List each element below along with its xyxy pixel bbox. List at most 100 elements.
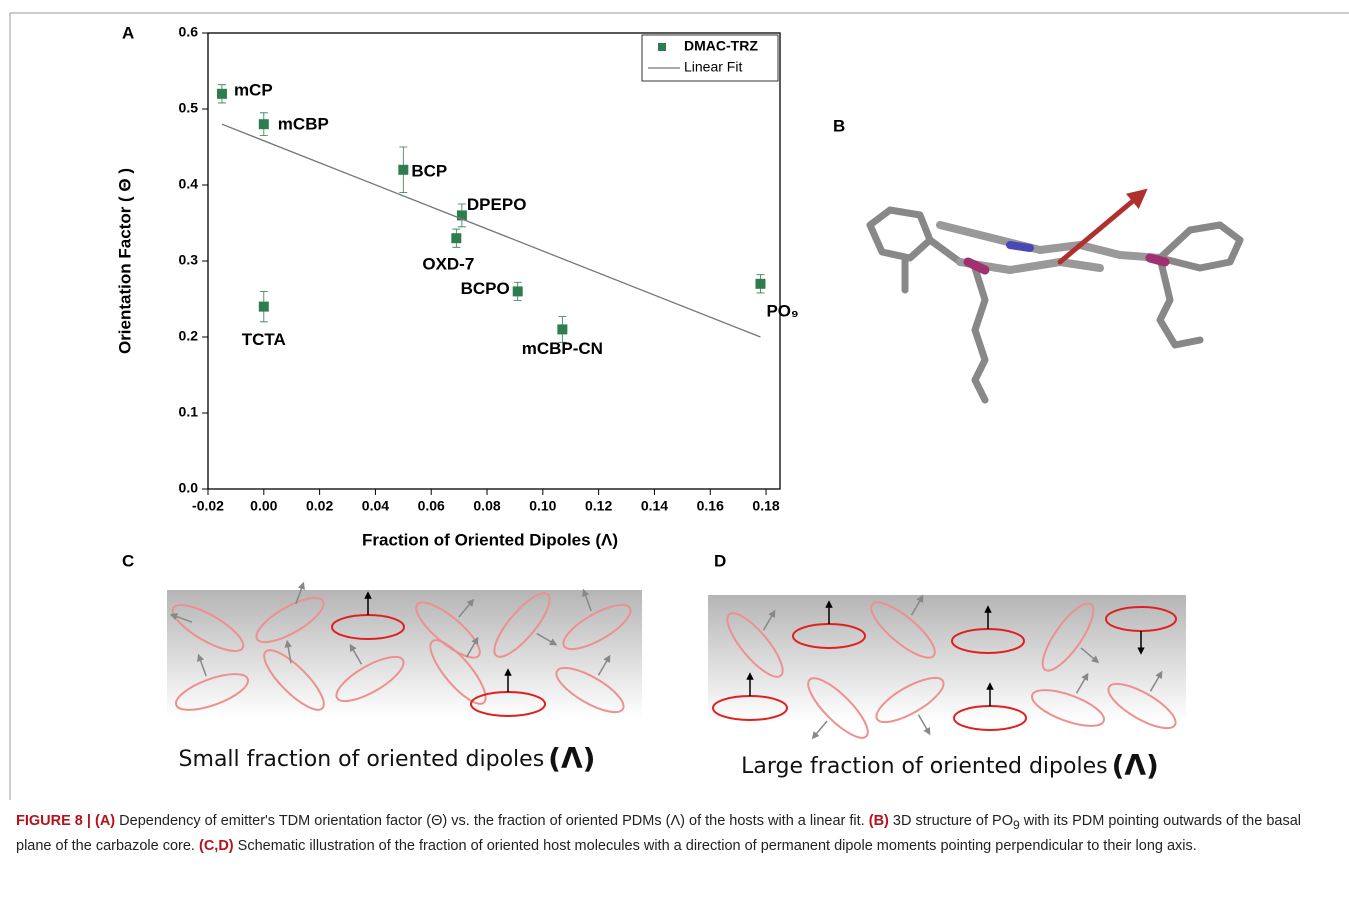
molecule-ellipse (263, 649, 325, 711)
caption: FIGURE 8 | (A) Dependency of emitter's T… (16, 811, 1336, 857)
molecule-ellipse (1041, 602, 1095, 672)
point-label: mCBP-CN (522, 339, 603, 358)
point-label: TCTA (242, 330, 286, 349)
molecule-ellipse (171, 604, 245, 652)
legend-label: Linear Fit (684, 59, 742, 75)
symbol: (Λ) (548, 742, 595, 775)
x-tick-label: 0.16 (697, 498, 724, 514)
point (557, 324, 568, 335)
dipole-arrow (349, 643, 363, 665)
x-tick-label: 0.04 (362, 498, 389, 514)
x-tick-label: 0.12 (585, 498, 612, 514)
point-label: DPEPO (467, 195, 527, 214)
legend (641, 34, 779, 82)
dipole-arrow (811, 720, 828, 740)
x-tick-label: 0.02 (306, 498, 333, 514)
dipole-arrow (465, 636, 479, 658)
point-label: PO₉ (766, 301, 798, 320)
plot-frame (207, 32, 781, 490)
caption-label: FIGURE 8 | (A) (16, 813, 116, 829)
molecule-ellipse (255, 596, 325, 644)
molecule-ellipse (726, 612, 784, 678)
caption-label: (B) (868, 813, 889, 829)
panel-label: D (714, 551, 726, 570)
legend-marker (658, 43, 666, 51)
point-label: mCP (234, 80, 273, 99)
molecule-ellipse (493, 592, 551, 658)
panel-label: C (122, 551, 134, 570)
point (258, 301, 269, 312)
dipole-arrow (169, 613, 193, 623)
x-axis-title: Fraction of Oriented Dipoles (Λ) (362, 530, 618, 549)
dipole-arrow (1080, 647, 1100, 664)
molecule-ellipse (555, 666, 625, 714)
molecule-ellipse (1031, 689, 1105, 727)
point (512, 286, 523, 297)
x-tick-label: 0.14 (641, 498, 668, 514)
dipole-arrow (1149, 670, 1163, 692)
caption-label: (C,D) (198, 837, 234, 854)
point (755, 278, 766, 289)
y-tick-label: 0.3 (179, 252, 199, 268)
dipole-arrow (458, 598, 475, 618)
point (216, 88, 227, 99)
dipole-arrow (597, 654, 611, 676)
caption-text: Schematic illustration of the fraction o… (233, 837, 1197, 854)
panel-label: B (833, 116, 845, 135)
y-tick-label: 0.5 (179, 100, 199, 116)
point-label: BCPO (461, 279, 510, 298)
point-label: mCBP (278, 115, 329, 134)
molecule-ellipse (807, 677, 869, 739)
molecule-ellipse (875, 676, 945, 724)
caption-text: Dependency of emitter's TDM orientation … (115, 813, 869, 829)
y-tick-label: 0.6 (179, 24, 199, 40)
schematic-text: Small fraction of oriented dipoles (Λ) (179, 742, 596, 775)
schematic-text: Large fraction of oriented dipoles (Λ) (741, 749, 1159, 782)
y-tick-label: 0.0 (179, 480, 199, 496)
schematic-molecules (169, 581, 1177, 740)
x-tick-label: 0.00 (250, 498, 277, 514)
x-tick-label: -0.02 (192, 498, 224, 514)
schematic-text: Large fraction of oriented dipoles (741, 754, 1107, 779)
dipole-arrow (910, 594, 924, 616)
dipole-arrow (917, 714, 931, 736)
dipole-arrow (197, 653, 207, 677)
dipole-arrow (295, 581, 305, 605)
molecule-ellipse (1107, 682, 1177, 730)
caption-text: with its PDM pointing outwards of the ba… (16, 813, 1301, 854)
molecule-ellipse (429, 639, 487, 705)
panel-label: A (122, 23, 134, 42)
molecule-ellipse (870, 601, 936, 659)
schematic-text: Small fraction of oriented dipoles (179, 747, 545, 772)
symbol: (Λ) (1112, 749, 1159, 782)
molecule-ellipse (175, 673, 249, 711)
molecule-structure (866, 188, 1244, 404)
point (398, 164, 409, 175)
point (456, 210, 467, 221)
fit-line (221, 123, 761, 338)
x-tick-label: 0.08 (473, 498, 500, 514)
point (451, 233, 462, 244)
point-label: OXD-7 (422, 255, 474, 274)
dipole-arrow (284, 639, 292, 664)
molecule-ellipse (335, 655, 405, 703)
dipole-arrow (536, 632, 558, 646)
dipole-arrow (1075, 672, 1089, 694)
y-tick-label: 0.4 (179, 176, 199, 192)
point-label: BCP (411, 161, 447, 180)
caption-text: 9 (1012, 817, 1020, 832)
dipole-arrow (582, 588, 592, 612)
y-axis-title: Orientation Factor ( Θ ) (115, 168, 134, 354)
x-tick-label: 0.18 (752, 498, 779, 514)
legend-label: DMAC-TRZ (684, 38, 758, 54)
caption-text: 3D structure of PO (888, 813, 1013, 829)
molecule-ellipse (562, 603, 632, 651)
dipole-arrow (762, 609, 776, 631)
x-tick-label: 0.10 (529, 498, 556, 514)
y-tick-label: 0.2 (179, 328, 199, 344)
schematic-box (167, 590, 642, 718)
y-tick-label: 0.1 (179, 404, 199, 420)
figure-graphics: A B C D Fraction of Oriented Dipoles (Λ)… (9, 12, 1349, 800)
x-tick-label: 0.06 (418, 498, 445, 514)
